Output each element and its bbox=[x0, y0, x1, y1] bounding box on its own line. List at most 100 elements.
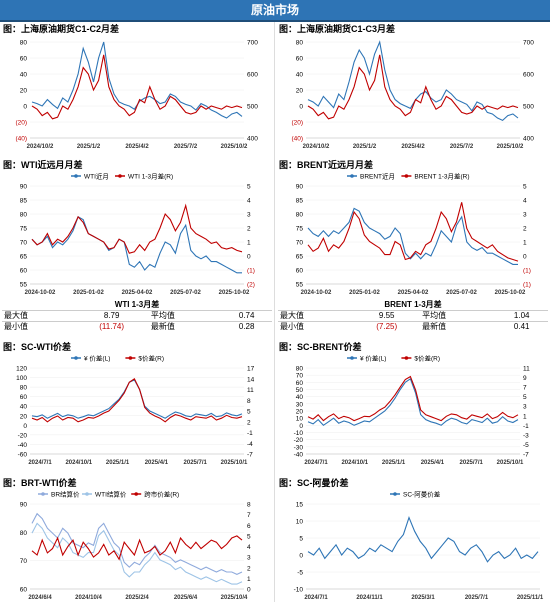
y-tick-label: 20 bbox=[20, 413, 28, 420]
y-tick-label: 60 bbox=[296, 56, 304, 63]
y-tick-label: 20 bbox=[20, 88, 28, 95]
y2-tick-label: 600 bbox=[523, 72, 534, 79]
legend-label: WTI结算价 bbox=[95, 490, 127, 499]
chart-panel-7: 图：BRT-WTI价差 90 80 70 60 8 7 6 5 4 3 2 1 0 2024/6/4 2024… bbox=[0, 476, 274, 603]
y-tick-label: 90 bbox=[20, 184, 28, 191]
x-tick-label: 2025/11/1 bbox=[517, 595, 544, 601]
x-tick-label: 2025/1/2 bbox=[77, 144, 101, 150]
y-tick-label: 30 bbox=[296, 401, 304, 408]
y-tick-label: 60 bbox=[20, 587, 28, 594]
y-tick-label: 80 bbox=[296, 212, 304, 219]
series-line-1 bbox=[307, 516, 539, 563]
x-tick-label: 2025/7/2 bbox=[174, 144, 198, 150]
x-tick-label: 2025/10/4 bbox=[221, 595, 248, 601]
legend-marker bbox=[118, 174, 122, 178]
chart-title: 图：SC-WTI价差 bbox=[3, 342, 71, 352]
y-tick-label: 60 bbox=[20, 56, 28, 63]
y2-tick-label: 11 bbox=[247, 387, 254, 394]
stats-label: 最小值 bbox=[278, 321, 354, 332]
stats-title: WTI 1-3月差 bbox=[114, 300, 160, 309]
stats-value: 0.28 bbox=[221, 321, 272, 332]
x-tick-label: 2024/7/1 bbox=[304, 460, 328, 466]
y-tick-label: -40 bbox=[294, 452, 304, 459]
y2-tick-label: 700 bbox=[247, 40, 258, 47]
y-tick-label: 60 bbox=[296, 268, 304, 275]
y2-tick-label: (1) bbox=[523, 268, 531, 275]
y2-tick-label: 1 bbox=[247, 240, 251, 247]
x-tick-label: 2025-01-02 bbox=[349, 290, 380, 296]
chart-panel-8: 图：SC-阿曼价差 15 10 5 0 -5 -10 2024/7/1 2024/11/1 202… bbox=[276, 476, 550, 603]
y-tick-label: 40 bbox=[20, 72, 28, 79]
series-line-3 bbox=[31, 535, 243, 561]
x-tick-label: 2025/7/1 bbox=[465, 595, 489, 601]
chart-panel-4: 图：BRENT近远月月差 90 85 80 75 70 65 60 55 5 4 3 2 1 0 (1) (1)… bbox=[276, 158, 550, 298]
x-tick-label: 2025/10/2 bbox=[221, 144, 248, 150]
y-tick-label: (20) bbox=[291, 120, 303, 127]
y2-tick-label: 4 bbox=[247, 198, 251, 205]
y-tick-label: 60 bbox=[20, 394, 28, 401]
y2-tick-label: 8 bbox=[247, 502, 251, 509]
legend-marker bbox=[41, 492, 45, 496]
legend-label: SC-阿曼价差 bbox=[403, 490, 441, 499]
y-tick-label: 80 bbox=[296, 366, 304, 373]
y2-tick-label: 2 bbox=[247, 565, 251, 572]
chart-panel-2: 图：上海原油期货C1-C3月差 80 60 40 20 0 (20) (40) 700 600 50… bbox=[276, 22, 550, 152]
x-tick-label: 2024/10/1 bbox=[65, 460, 92, 466]
stats-value: (11.74) bbox=[74, 321, 149, 332]
legend-marker bbox=[128, 356, 133, 360]
chart-panel-1: 图：上海原油期货C1-C2月差 80 60 40 20 0 (20) (40) 700 600 50… bbox=[0, 22, 274, 152]
y2-tick-label: 4 bbox=[523, 198, 527, 205]
y2-tick-label: 600 bbox=[247, 72, 258, 79]
chart-title: 图：BRENT近远月月差 bbox=[279, 160, 373, 170]
x-tick-label: 2025/10/1 bbox=[497, 460, 524, 466]
y-tick-label: 50 bbox=[296, 387, 304, 394]
y-tick-label: 15 bbox=[296, 502, 304, 509]
series-line-1 bbox=[31, 512, 243, 576]
chart-title: 图：上海原油期货C1-C3月差 bbox=[279, 24, 396, 34]
y-tick-label: 20 bbox=[296, 409, 304, 416]
x-tick-label: 2024-10-02 bbox=[301, 290, 332, 296]
y-tick-label: 40 bbox=[296, 72, 304, 79]
y-tick-label: 85 bbox=[296, 198, 304, 205]
y-tick-label: 80 bbox=[20, 530, 28, 537]
x-tick-label: 2025/3/1 bbox=[411, 595, 435, 601]
stats-label: 最新值 bbox=[420, 321, 496, 332]
x-tick-label: 2025/7/1 bbox=[184, 460, 208, 466]
stats-value: (7.25) bbox=[353, 321, 421, 332]
chart-panel-6: 图：SC-BRENT价差 80 70 60 50 40 30 20 10 0 -10 -20 -30 -4… bbox=[276, 340, 550, 468]
y-tick-label: 70 bbox=[296, 373, 304, 380]
stats-value: 0.41 bbox=[495, 321, 548, 332]
stats-value: 9.55 bbox=[353, 310, 421, 322]
y2-tick-label: 0 bbox=[523, 254, 527, 261]
legend-marker bbox=[404, 356, 409, 360]
y2-tick-label: 400 bbox=[523, 136, 534, 143]
legend-label: ¥ 价差(L) bbox=[360, 354, 386, 363]
x-tick-label: 2025/1/2 bbox=[353, 144, 377, 150]
column-divider bbox=[274, 22, 275, 602]
y-tick-label: 75 bbox=[20, 226, 28, 233]
y-tick-label: -10 bbox=[294, 430, 304, 437]
y-tick-label: 0 bbox=[23, 423, 27, 430]
y-tick-label: 5 bbox=[299, 536, 303, 543]
x-tick-label: 2025-04-02 bbox=[122, 290, 153, 296]
x-tick-label: 2025-10-02 bbox=[495, 290, 526, 296]
y-tick-label: 80 bbox=[296, 40, 304, 47]
stats-label: 最小值 bbox=[2, 321, 75, 332]
series-line-2 bbox=[31, 377, 243, 423]
chart-title: 图：BRT-WTI价差 bbox=[3, 478, 77, 488]
y2-tick-label: 5 bbox=[247, 533, 251, 540]
x-tick-label: 2025-10-02 bbox=[219, 290, 250, 296]
x-tick-label: 2025/4/2 bbox=[125, 144, 149, 150]
legend-label: $价差(R) bbox=[138, 354, 164, 363]
legend-label: BRENT近月 bbox=[360, 172, 395, 181]
legend-marker bbox=[393, 492, 397, 496]
x-tick-label: 2024/10/4 bbox=[75, 595, 102, 601]
y-tick-label: 80 bbox=[20, 385, 28, 392]
x-tick-label: 2025-01-02 bbox=[73, 290, 104, 296]
x-tick-label: 2025/7/1 bbox=[460, 460, 484, 466]
y2-tick-label: -3 bbox=[523, 432, 529, 439]
series-line-2 bbox=[31, 522, 243, 585]
y2-tick-label: -5 bbox=[523, 442, 529, 449]
